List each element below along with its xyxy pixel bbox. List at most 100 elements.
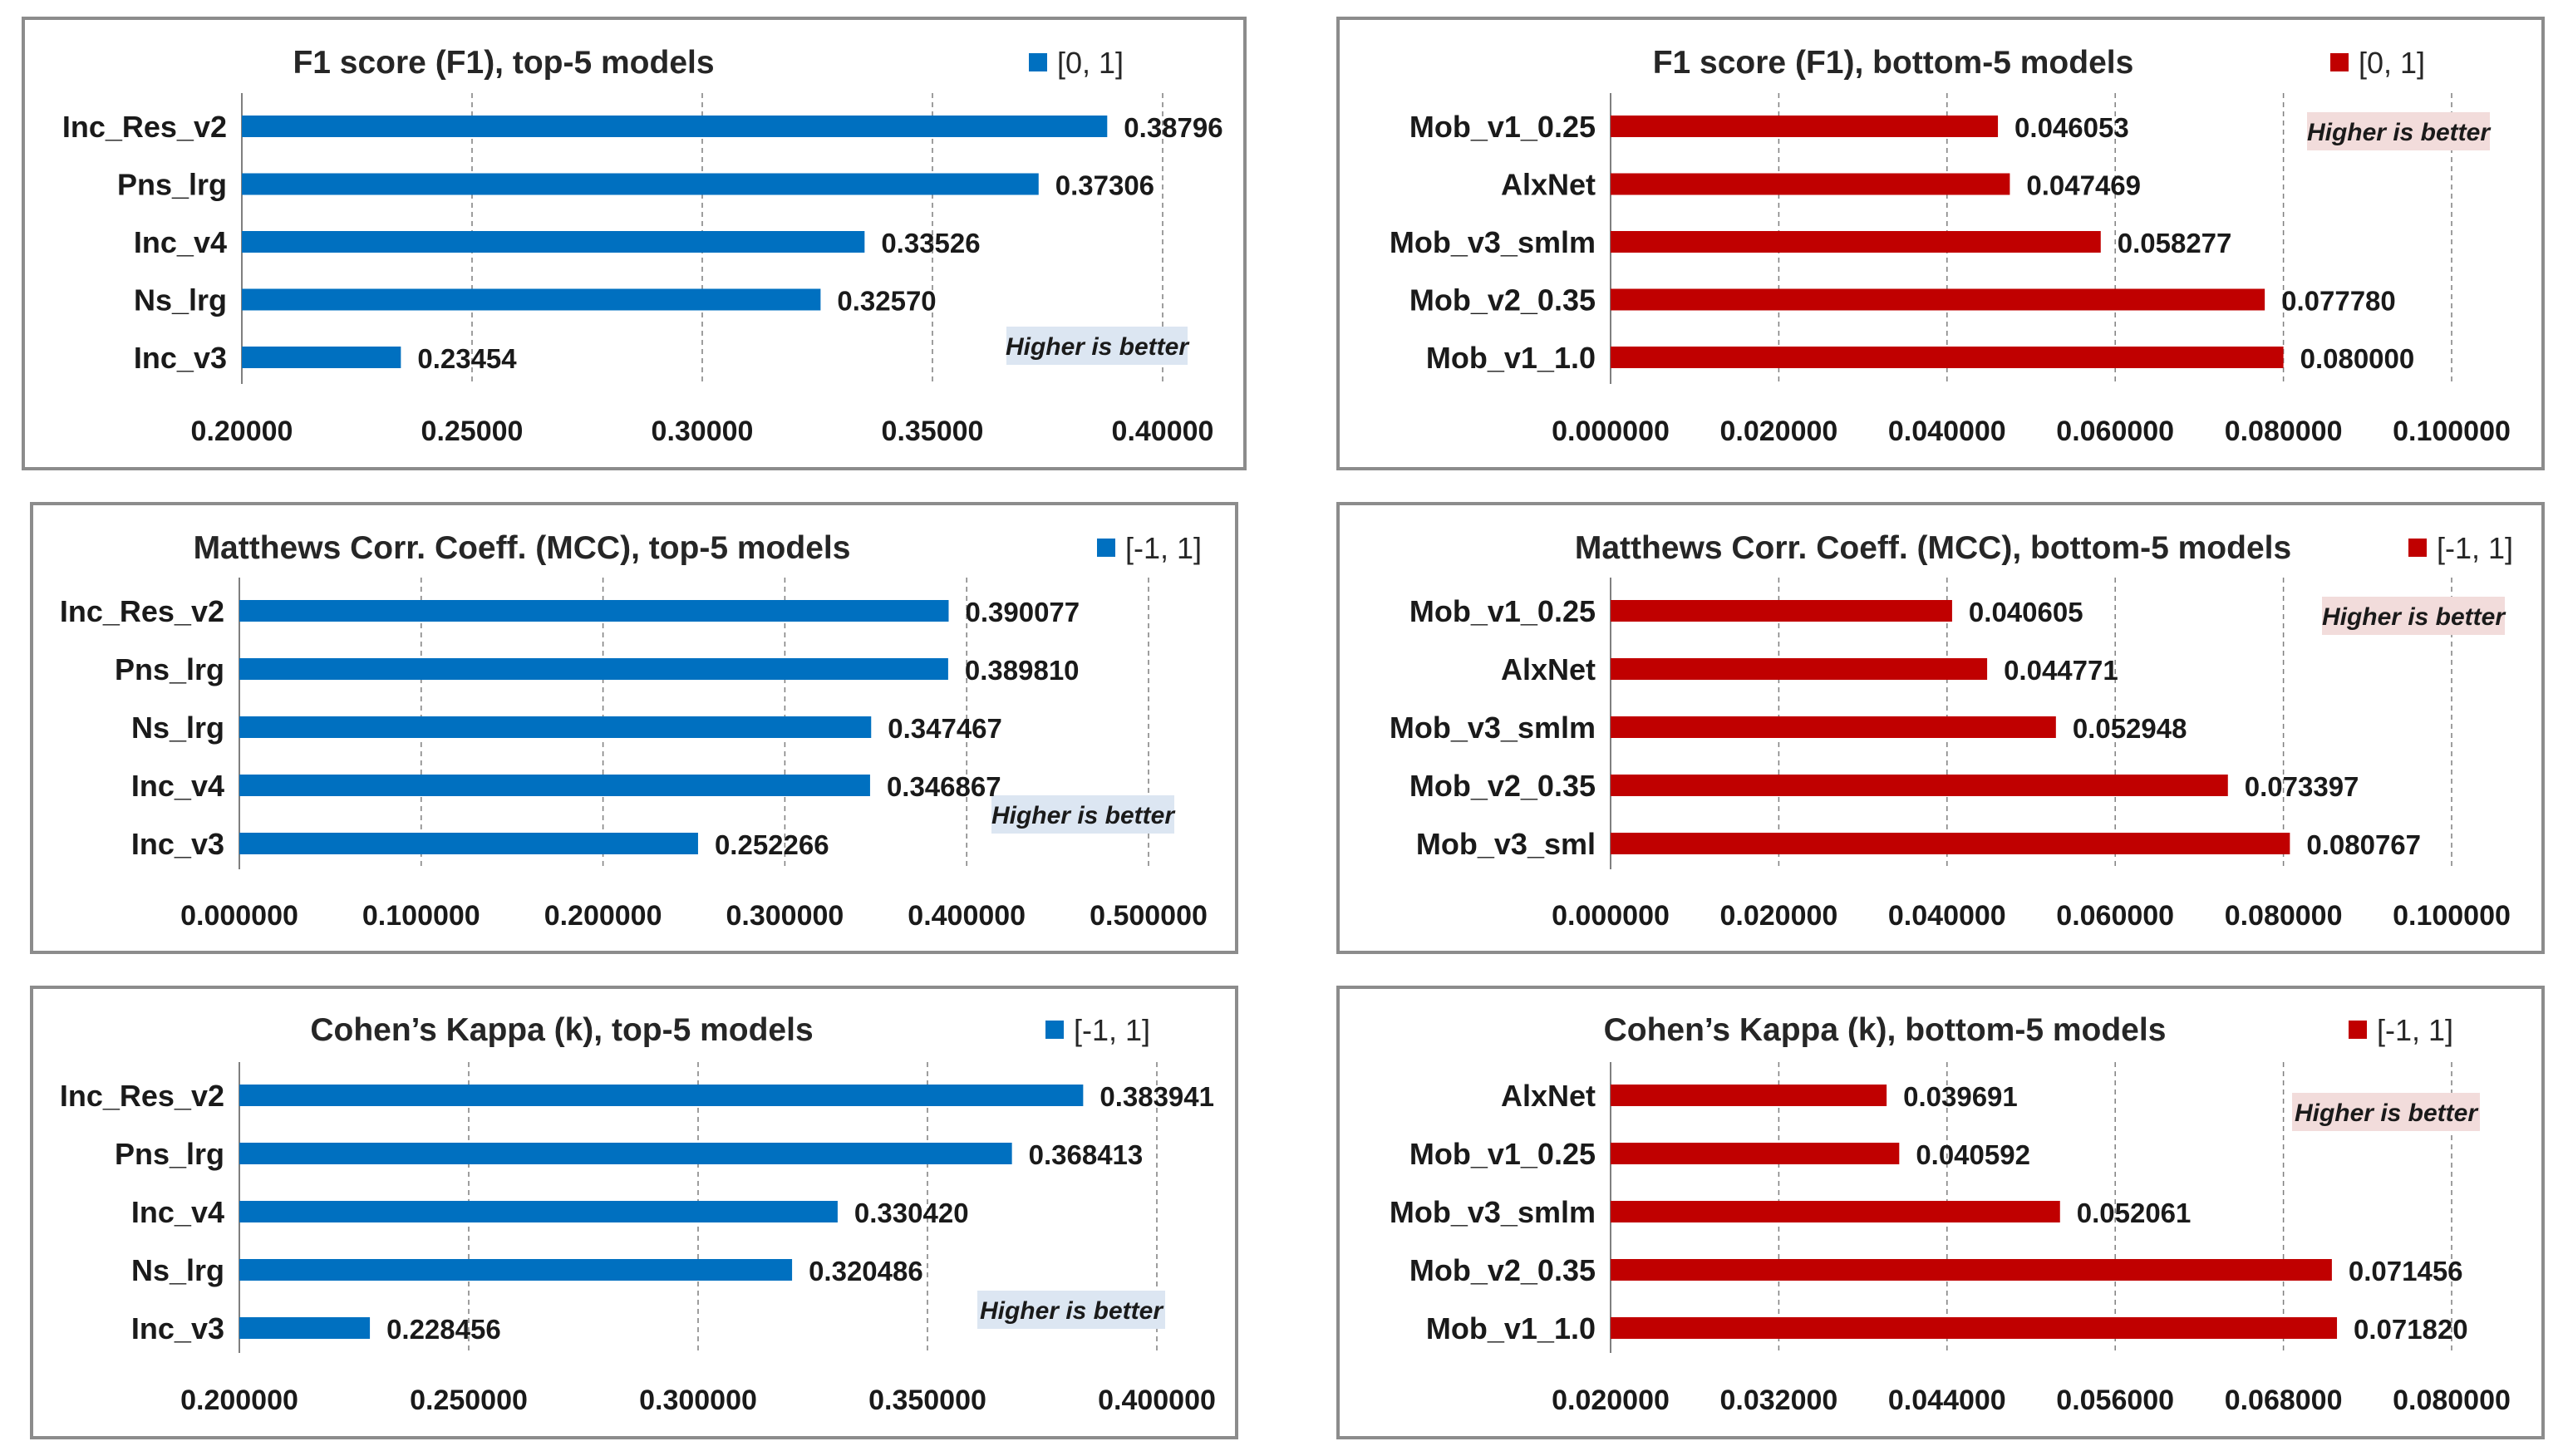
data-label: 0.052948 [2073,713,2187,744]
legend-swatch [2330,53,2349,71]
chart-f1-top5: F1 score (F1), top-5 models [0, 1] Higher … [22,17,1247,470]
x-tick-label: 0.100000 [2393,900,2511,932]
x-tick-label: 0.060000 [2056,900,2174,932]
data-label: 0.252266 [715,829,829,860]
note-background [2307,112,2490,150]
chart-title: Matthews Corr. Coeff. (MCC), bottom-5 mo… [1575,530,2291,566]
data-label: 0.077780 [2281,286,2396,317]
x-tick-label: 0.100000 [362,900,480,932]
x-tick-label: 0.35000 [882,416,984,447]
chart-title: F1 score (F1), top-5 models [293,45,714,81]
x-tick-label: 0.400000 [908,900,1026,932]
x-tick-label: 0.000000 [1552,900,1670,932]
chart-title: F1 score (F1), bottom-5 models [1653,45,2134,81]
category-label: Mob_v1_0.25 [1409,110,1596,144]
chart-title: Cohen’s Kappa (k), bottom-5 models [1604,1012,2167,1048]
bar [1611,116,1999,137]
bar [1611,600,1952,622]
category-label: Inc_v4 [131,769,224,803]
category-label: Mob_v1_0.25 [1409,594,1596,628]
category-label: Inc_v3 [131,1311,224,1345]
bar [1611,347,2284,368]
note-higher-is-better: Higher is better [2307,119,2492,146]
bar [242,116,1108,137]
x-tick-label: 0.068000 [2225,1385,2343,1416]
bar [239,1085,1084,1106]
x-tick-label: 0.25000 [421,416,524,447]
data-label: 0.390077 [965,597,1080,627]
data-label: 0.32570 [837,286,936,317]
bar [239,658,948,680]
legend-label: [0, 1] [1057,46,1124,80]
chart-svg: Cohen’s Kappa (k), bottom-5 models [-1, 1… [1336,986,2545,1439]
x-tick-label: 0.080000 [2225,416,2343,447]
data-label: 0.346867 [887,771,1001,802]
category-label: AlxNet [1501,652,1596,686]
bar [1611,775,2228,796]
bar [239,600,949,622]
data-label: 0.052061 [2077,1198,2192,1228]
bar [1611,1143,1900,1164]
data-label: 0.040605 [1969,597,2083,627]
data-label: 0.228456 [386,1314,501,1345]
category-label: Inc_v3 [134,341,227,375]
x-tick-label: 0.250000 [410,1385,528,1416]
bar [242,231,865,253]
data-label: 0.37306 [1055,170,1154,201]
data-label: 0.33526 [881,228,980,258]
x-tick-label: 0.056000 [2056,1385,2174,1416]
legend-label: [-1, 1] [1125,531,1202,565]
bar [239,1317,371,1339]
legend-label: [0, 1] [2359,46,2425,80]
chart-mcc-top5: Matthews Corr. Coeff. (MCC), top-5 model… [30,502,1238,954]
note-higher-is-better: Higher is better [980,1297,1164,1325]
category-label: Pns_lrg [117,168,227,202]
x-tick-label: 0.020000 [1719,900,1837,932]
bar [242,347,401,368]
chart-title: Matthews Corr. Coeff. (MCC), top-5 model… [194,530,851,566]
x-tick-label: 0.020000 [1719,416,1837,447]
legend-label: [-1, 1] [2437,531,2513,565]
data-label: 0.389810 [965,655,1080,686]
bar [239,833,698,854]
category-label: Mob_v1_0.25 [1409,1137,1596,1171]
x-tick-label: 0.100000 [2393,416,2511,447]
category-label: Pns_lrg [115,652,224,686]
note-higher-is-better: Higher is better [991,802,1176,829]
x-tick-label: 0.032000 [1719,1385,1837,1416]
category-label: AlxNet [1501,168,1596,202]
data-label: 0.383941 [1099,1081,1214,1112]
data-label: 0.040592 [1916,1139,2030,1170]
chart-frame [30,986,1238,1439]
x-tick-label: 0.500000 [1090,900,1208,932]
x-tick-label: 0.080000 [2225,900,2343,932]
category-label: Mob_v3_smlm [1390,711,1596,745]
x-tick-label: 0.040000 [1888,900,2006,932]
data-label: 0.039691 [1903,1081,2018,1112]
chart-svg: F1 score (F1), bottom-5 models [0, 1] High… [1336,17,2545,470]
bar [1611,833,2290,854]
category-label: Inc_v4 [131,1195,224,1229]
data-label: 0.071820 [2354,1314,2468,1345]
data-label: 0.320486 [809,1256,923,1286]
x-tick-label: 0.020000 [1552,1385,1670,1416]
data-label: 0.080767 [2306,829,2421,860]
bar [1611,1317,2338,1339]
data-label: 0.046053 [2014,112,2129,143]
note-background [1006,327,1188,365]
bar [1611,288,2265,311]
data-label: 0.347467 [888,713,1002,744]
category-label: Mob_v1_1.0 [1426,1311,1596,1345]
category-label: Ns_lrg [131,1253,224,1287]
bar [239,1143,1012,1164]
legend-swatch [1029,53,1047,71]
category-label: Mob_v1_1.0 [1426,341,1596,375]
data-label: 0.047469 [2026,170,2141,201]
note-background [991,795,1174,834]
category-label: Ns_lrg [134,283,227,317]
chart-kappa-bottom5: Cohen’s Kappa (k), bottom-5 models [-1, 1… [1336,986,2545,1439]
data-label: 0.38796 [1124,112,1222,143]
x-tick-label: 0.30000 [652,416,754,447]
note-background [2322,597,2505,635]
legend-swatch [2408,539,2427,557]
